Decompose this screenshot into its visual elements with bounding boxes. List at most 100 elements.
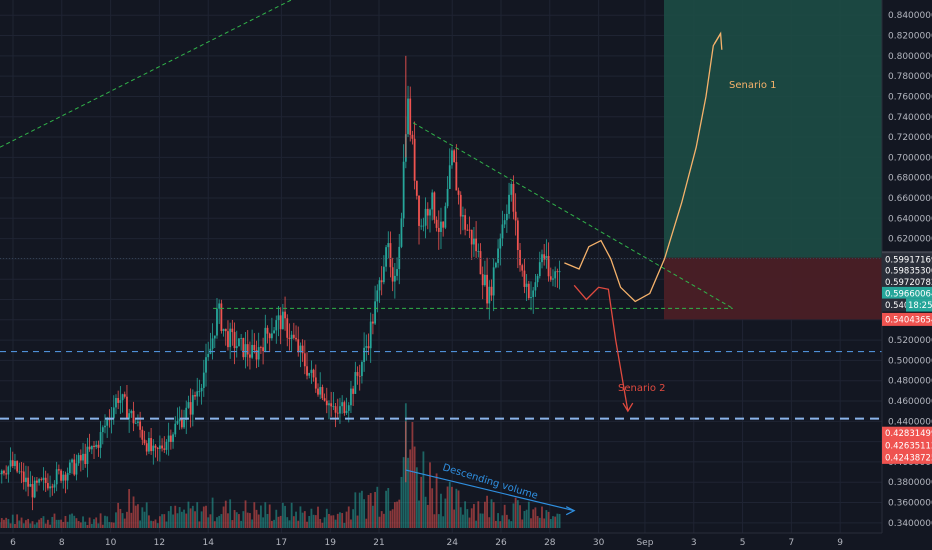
candle-body [470, 229, 473, 245]
volume-bar [420, 476, 423, 528]
volume-bar [492, 502, 495, 528]
countdown-tag [906, 298, 932, 312]
volume-bar [525, 509, 528, 528]
volume-bar [222, 506, 225, 528]
candle-body [374, 301, 376, 324]
volume-bar [556, 513, 559, 528]
volume-bar [145, 502, 148, 528]
candle-body [453, 150, 456, 163]
candle-body [55, 469, 58, 485]
candle-body [260, 347, 262, 348]
volume-bar [297, 520, 300, 528]
candle-body [174, 423, 177, 435]
candle-body [189, 402, 192, 415]
candle-body [361, 362, 363, 377]
scenario1-path [564, 33, 722, 303]
candle-body [60, 470, 62, 481]
candle-body [108, 419, 111, 421]
time-tick-label: 7 [788, 538, 794, 548]
volume-bar [62, 521, 65, 528]
volume-bar [530, 518, 532, 528]
candle-body [308, 372, 311, 376]
candle-body [16, 461, 19, 472]
candle-body [299, 345, 302, 353]
price-tick-label: 0.52000000 [888, 336, 932, 346]
candle-body [422, 225, 425, 227]
volume-bar [418, 500, 420, 528]
volume-bar [431, 488, 434, 528]
candle-body [169, 435, 172, 442]
price-tick-label: 0.74000000 [888, 113, 932, 123]
volume-bar [374, 491, 376, 528]
candle-body [218, 303, 221, 309]
volume-bar [541, 506, 543, 528]
volume-bar [336, 513, 339, 528]
volume-bar [361, 490, 363, 528]
volume-bar [174, 505, 177, 528]
volume-bar [73, 515, 76, 528]
candle-body [200, 387, 203, 392]
candle-body [5, 473, 8, 475]
volume-bar [264, 502, 267, 528]
volume-bar [220, 514, 223, 528]
volume-bar [536, 516, 539, 528]
volume-bar [0, 518, 3, 528]
volume-bar [334, 519, 337, 528]
price-tick-label: 0.68000000 [888, 174, 932, 184]
volume-bar [161, 514, 163, 528]
candle-body [325, 400, 328, 406]
volume-bar [7, 519, 10, 528]
candle-body [33, 480, 36, 498]
candle-body [97, 444, 100, 448]
candle-body [180, 418, 183, 428]
candle-body [393, 275, 396, 282]
candle-body [148, 438, 150, 452]
price-tag-label: 0.54043654 [885, 315, 932, 325]
volume-bar [172, 514, 174, 528]
volume-bar [475, 520, 478, 528]
volume-bar [319, 518, 322, 528]
candle-body [231, 328, 234, 333]
time-axis-panel[interactable] [0, 533, 882, 550]
volume-bar [46, 519, 49, 528]
candle-body [71, 459, 73, 463]
candle-body [543, 254, 546, 260]
volume-bar [5, 517, 8, 528]
volume-bar [233, 510, 236, 528]
volume-bar [139, 520, 142, 528]
candle-body [284, 311, 286, 319]
price-tick-label: 0.70000000 [888, 153, 932, 163]
price-tick-label: 0.72000000 [888, 133, 932, 143]
volume-bar [479, 513, 482, 528]
candle-body [455, 162, 458, 191]
candle-body [277, 315, 280, 321]
candle-body [176, 421, 179, 424]
time-tick-label: 21 [373, 538, 384, 548]
candle-body [519, 250, 521, 266]
volume-bar [402, 457, 405, 528]
volume-bar [55, 519, 58, 528]
candle-body [521, 265, 524, 271]
volume-bar [281, 502, 284, 528]
candle-body [73, 459, 76, 475]
price-tag-label: 0.42635112 [885, 441, 932, 451]
time-tick-label: 26 [495, 538, 507, 548]
price-tag [882, 450, 932, 464]
volume-bar [363, 499, 366, 528]
price-tick-label: 0.66000000 [888, 194, 932, 204]
candle-body [499, 238, 502, 249]
candle-body [238, 338, 240, 347]
volume-bar [242, 511, 245, 528]
volume-bar [387, 487, 390, 528]
candles [0, 55, 561, 511]
candle-body [420, 225, 423, 227]
candle-body [317, 388, 319, 395]
price-tag [882, 253, 932, 267]
candle-body [62, 474, 65, 481]
volume-bar [86, 525, 89, 528]
candle-body [444, 206, 447, 228]
candle-body [115, 398, 117, 408]
volume-bar [132, 496, 135, 528]
candle-body [139, 421, 142, 430]
